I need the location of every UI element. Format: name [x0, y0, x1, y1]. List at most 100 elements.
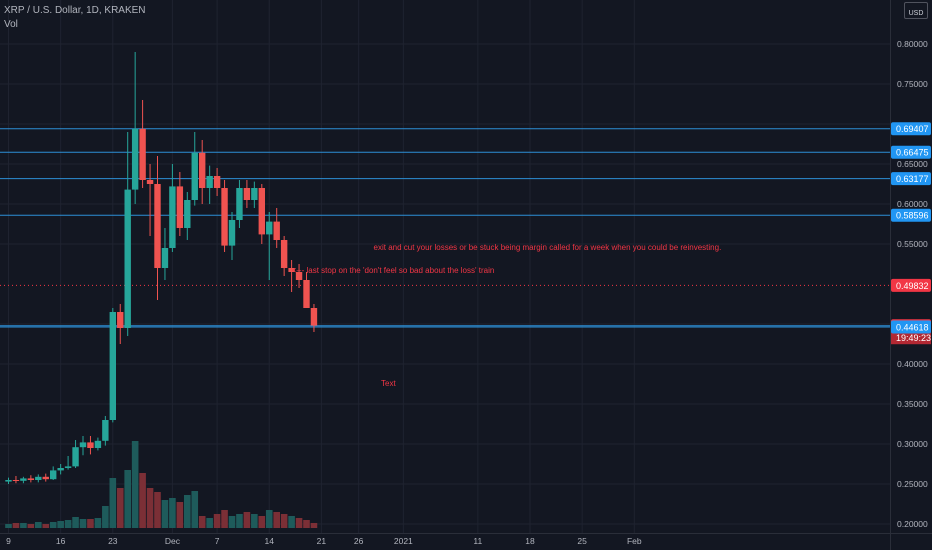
candle-body	[57, 468, 64, 471]
time-axis[interactable]: 9 16 23 Dec 7 14 21 26 2021 11 18 25 Feb	[6, 536, 642, 546]
price-level-label: 0.44618	[896, 323, 929, 333]
candle-body	[94, 440, 102, 448]
price-level-label: 0.58596	[896, 211, 929, 221]
candle-body	[109, 312, 116, 420]
volume-bar	[184, 495, 191, 528]
volume-indicator-label[interactable]: Vol	[4, 19, 18, 30]
time-tick-label: Feb	[627, 536, 642, 546]
price-tick-label: 0.25000	[897, 479, 928, 489]
volume-bar	[42, 524, 50, 528]
reinvest-note: exit and cut your losses or be stuck bei…	[374, 243, 722, 252]
candle-body	[258, 188, 265, 235]
volume-bar	[131, 441, 139, 528]
text-note: Text	[381, 379, 396, 388]
candle-body	[280, 240, 288, 268]
countdown-label: 19:49:23	[896, 333, 931, 343]
volume-bar	[116, 488, 124, 528]
chart-annotations: exit and cut your losses or be stuck bei…	[292, 243, 722, 388]
candle-body	[79, 442, 87, 448]
price-tick-label: 0.40000	[897, 359, 928, 369]
candle-body	[131, 128, 139, 190]
volume-bar	[265, 510, 273, 528]
time-tick-label: 14	[265, 536, 275, 546]
price-level-label-bg	[891, 208, 931, 222]
candlesticks	[5, 52, 318, 484]
candle-body	[42, 476, 49, 480]
volume-bar	[35, 522, 42, 528]
last-stop-note: <--- last stop on the 'don't feel so bad…	[292, 266, 495, 275]
candle-body	[64, 466, 72, 468]
volume-bar	[12, 523, 20, 528]
price-level-label: 0.63177	[896, 174, 929, 184]
candle-body	[236, 188, 243, 220]
volume-bar	[176, 502, 184, 528]
time-tick-label: 16	[56, 536, 66, 546]
candle-body	[27, 478, 35, 480]
volume-bar	[243, 512, 251, 528]
candle-body	[124, 189, 131, 328]
volume-bar	[280, 514, 288, 528]
candle-body	[266, 221, 273, 235]
price-level-label-bg	[891, 172, 931, 186]
price-level-label: 0.49832	[896, 281, 929, 291]
volume-bar	[258, 516, 266, 528]
volume-bar	[310, 523, 318, 528]
time-tick-label: 21	[317, 536, 327, 546]
candle-body	[50, 470, 57, 480]
volume-bars	[5, 441, 318, 528]
volume-bar	[20, 523, 27, 528]
time-tick-label: 11	[473, 536, 482, 546]
candle-body	[206, 176, 213, 188]
volume-bar	[79, 519, 87, 528]
price-tick-label: 0.55000	[897, 239, 928, 249]
volume-bar	[206, 518, 213, 528]
volume-bar	[87, 519, 94, 528]
price-level-label-bg	[891, 278, 931, 292]
candle-body	[146, 180, 154, 184]
candle-body	[176, 186, 184, 228]
time-tick-label: Dec	[165, 536, 181, 546]
price-level-label-bg	[891, 320, 931, 334]
volume-bar	[213, 514, 221, 528]
price-tick-label: 0.20000	[897, 519, 928, 529]
candle-body	[139, 128, 146, 180]
candle-body	[87, 442, 94, 448]
price-tick-label: 0.35000	[897, 399, 928, 409]
candle-body	[20, 478, 27, 481]
volume-bar	[295, 518, 303, 528]
volume-bar	[109, 478, 117, 528]
candle-body	[273, 221, 280, 240]
volume-bar	[49, 522, 57, 528]
price-axis[interactable]: 0.694070.664750.631770.585960.498320.447…	[891, 39, 931, 529]
price-tick-label: 0.65000	[897, 159, 928, 169]
volume-bar	[154, 492, 161, 528]
volume-bar	[169, 498, 176, 528]
candle-body	[251, 188, 258, 200]
volume-bar	[27, 524, 35, 528]
price-level-label-bg	[891, 122, 931, 136]
currency-label: USD	[908, 10, 924, 17]
volume-bar	[288, 516, 295, 528]
candle-body	[243, 188, 251, 200]
candle-body	[184, 200, 191, 228]
candle-body	[35, 476, 42, 480]
candle-body	[117, 312, 124, 328]
chart-legend: XRP / U.S. Dollar, 1D, KRAKEN Vol	[4, 4, 146, 32]
candle-body	[310, 308, 318, 326]
time-tick-label: 9	[6, 536, 11, 546]
symbol-title[interactable]: XRP / U.S. Dollar, 1D, KRAKEN	[4, 5, 146, 16]
volume-bar	[251, 514, 258, 528]
volume-bar	[273, 512, 280, 528]
candle-body	[213, 176, 221, 188]
countdown-bg	[891, 332, 931, 345]
currency-badge[interactable]: USD	[904, 2, 928, 19]
candle-body	[228, 220, 236, 246]
volume-bar	[102, 506, 109, 528]
candle-body	[161, 248, 169, 268]
volume-bar	[228, 516, 236, 528]
candle-body	[154, 184, 161, 268]
candle-body	[221, 188, 228, 246]
price-level-label-bg	[891, 145, 931, 159]
candle-body	[288, 268, 295, 272]
